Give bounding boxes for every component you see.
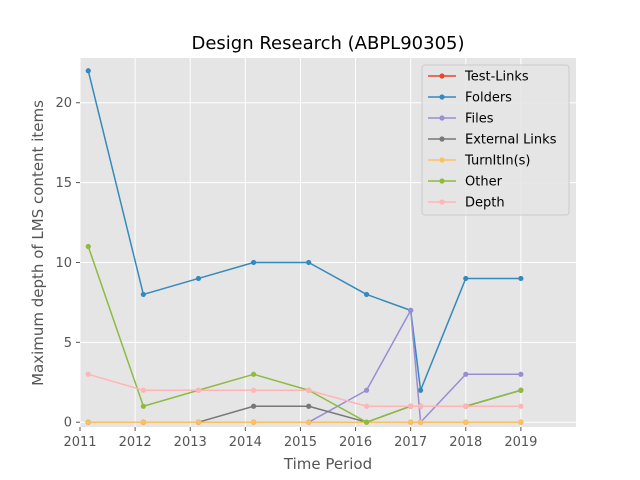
data-point-depth — [417, 403, 424, 409]
data-point-folders — [140, 291, 146, 298]
data-point-other — [363, 419, 370, 425]
legend-marker — [439, 73, 445, 79]
data-point-turnitin-s — [251, 419, 257, 425]
data-point-other — [251, 371, 257, 377]
data-point-turnitin-s — [195, 419, 202, 425]
data-point-other — [140, 403, 146, 409]
legend-marker — [439, 94, 445, 100]
legend-item-turnitin-s: TurnItIn(s) — [428, 154, 530, 169]
x-tick-label: 2014 — [229, 435, 262, 450]
data-point-turnitin-s — [518, 419, 524, 425]
data-point-depth — [85, 371, 91, 377]
data-point-depth — [363, 403, 370, 409]
series-line-folders — [87, 70, 521, 392]
data-point-depth — [195, 387, 202, 393]
series-layer — [85, 68, 524, 425]
data-point-turnitin-s — [463, 419, 469, 425]
y-tick-label: 15 — [55, 176, 72, 191]
data-point-depth — [140, 387, 146, 393]
series-line-depth — [88, 373, 521, 407]
data-point-other — [85, 243, 91, 250]
data-point-other — [518, 387, 524, 393]
y-tick-label: 10 — [55, 256, 72, 271]
legend-item-test-links: Test-Links — [428, 70, 529, 85]
data-point-turnitin-s — [85, 419, 91, 425]
data-point-turnitin-s — [408, 419, 414, 425]
data-point-turnitin-s — [417, 419, 424, 425]
legend-label: Test-Links — [464, 70, 529, 85]
data-point-folders — [251, 259, 257, 266]
y-tick-label: 5 — [64, 336, 72, 351]
x-tick-label: 2016 — [339, 435, 372, 450]
data-point-files — [518, 371, 524, 377]
data-point-folders — [85, 68, 91, 74]
legend-item-other: Other — [428, 175, 503, 190]
data-point-folders — [463, 275, 469, 282]
x-tick-label: 2017 — [394, 435, 427, 450]
data-point-depth — [408, 403, 414, 409]
legend-label: Other — [465, 175, 503, 190]
y-axis-label: Maximum depth of LMS content items — [29, 100, 47, 386]
x-tick-label: 2011 — [63, 435, 96, 450]
legend-label: TurnItIn(s) — [464, 154, 530, 169]
x-tick-label: 2019 — [504, 435, 537, 450]
legend-item-files: Files — [428, 112, 494, 127]
x-tick-label: 2018 — [449, 435, 482, 450]
legend-label: Folders — [465, 91, 512, 106]
data-point-folders — [417, 387, 424, 393]
series-depth — [85, 371, 524, 409]
legend-marker — [439, 157, 445, 163]
data-point-files — [363, 387, 370, 393]
data-point-folders — [306, 259, 312, 266]
x-axis-label: Time Period — [283, 455, 372, 473]
data-point-files — [408, 307, 414, 313]
legend-box — [421, 64, 570, 216]
data-point-depth — [463, 403, 469, 409]
legend-item-depth: Depth — [428, 196, 505, 211]
data-point-turnitin-s — [140, 419, 146, 425]
data-point-folders — [518, 275, 524, 282]
data-point-depth — [251, 387, 257, 393]
legend-marker — [439, 115, 445, 121]
data-point-depth — [518, 403, 524, 409]
data-point-files — [463, 371, 469, 377]
legend-label: External Links — [465, 133, 557, 148]
chart-title: Design Research (ABPL90305) — [191, 33, 464, 54]
grid — [79, 58, 576, 427]
data-point-external-links — [251, 403, 257, 409]
legend-marker — [439, 178, 445, 184]
x-tick-label: 2013 — [174, 435, 207, 450]
y-tick-label: 20 — [55, 96, 72, 111]
data-point-folders — [195, 275, 202, 282]
data-point-depth — [306, 387, 312, 393]
legend-item-folders: Folders — [428, 91, 512, 106]
legend: Test-Links Folders Files External Links Turn… — [421, 64, 570, 216]
x-tick-label: 2012 — [119, 435, 152, 450]
legend-marker — [439, 136, 445, 142]
legend-marker — [439, 199, 445, 205]
legend-label: Files — [465, 112, 494, 127]
legend-label: Depth — [465, 196, 505, 211]
x-tick-label: 2015 — [284, 435, 317, 450]
data-point-turnitin-s — [306, 419, 312, 425]
y-tick-label: 0 — [64, 416, 72, 431]
legend-item-external-links: External Links — [428, 133, 557, 148]
data-point-folders — [363, 291, 370, 298]
data-point-external-links — [306, 403, 312, 409]
tick-labels: 2011 2012 2013 2014 2015 2016 2017 2018 20190510… — [55, 96, 537, 450]
